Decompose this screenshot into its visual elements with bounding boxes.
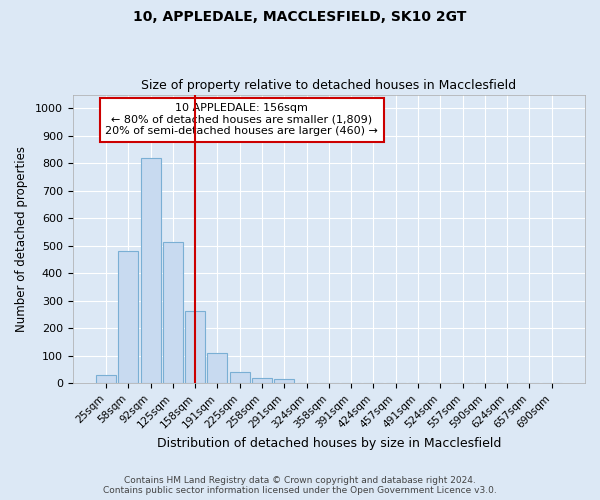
Bar [185, 310, 205, 384]
Text: 10 APPLEDALE: 156sqm
← 80% of detached houses are smaller (1,809)
20% of semi-de: 10 APPLEDALE: 156sqm ← 80% of detached h… [105, 103, 378, 136]
Bar [163, 242, 183, 384]
Bar [230, 372, 250, 384]
Title: Size of property relative to detached houses in Macclesfield: Size of property relative to detached ho… [141, 79, 517, 92]
Bar [118, 252, 138, 384]
Bar [252, 378, 272, 384]
Bar [96, 375, 116, 384]
Y-axis label: Number of detached properties: Number of detached properties [15, 146, 28, 332]
Bar [274, 380, 294, 384]
Text: Contains HM Land Registry data © Crown copyright and database right 2024.
Contai: Contains HM Land Registry data © Crown c… [103, 476, 497, 495]
Bar [208, 353, 227, 384]
Bar [140, 158, 161, 384]
X-axis label: Distribution of detached houses by size in Macclesfield: Distribution of detached houses by size … [157, 437, 501, 450]
Text: 10, APPLEDALE, MACCLESFIELD, SK10 2GT: 10, APPLEDALE, MACCLESFIELD, SK10 2GT [133, 10, 467, 24]
